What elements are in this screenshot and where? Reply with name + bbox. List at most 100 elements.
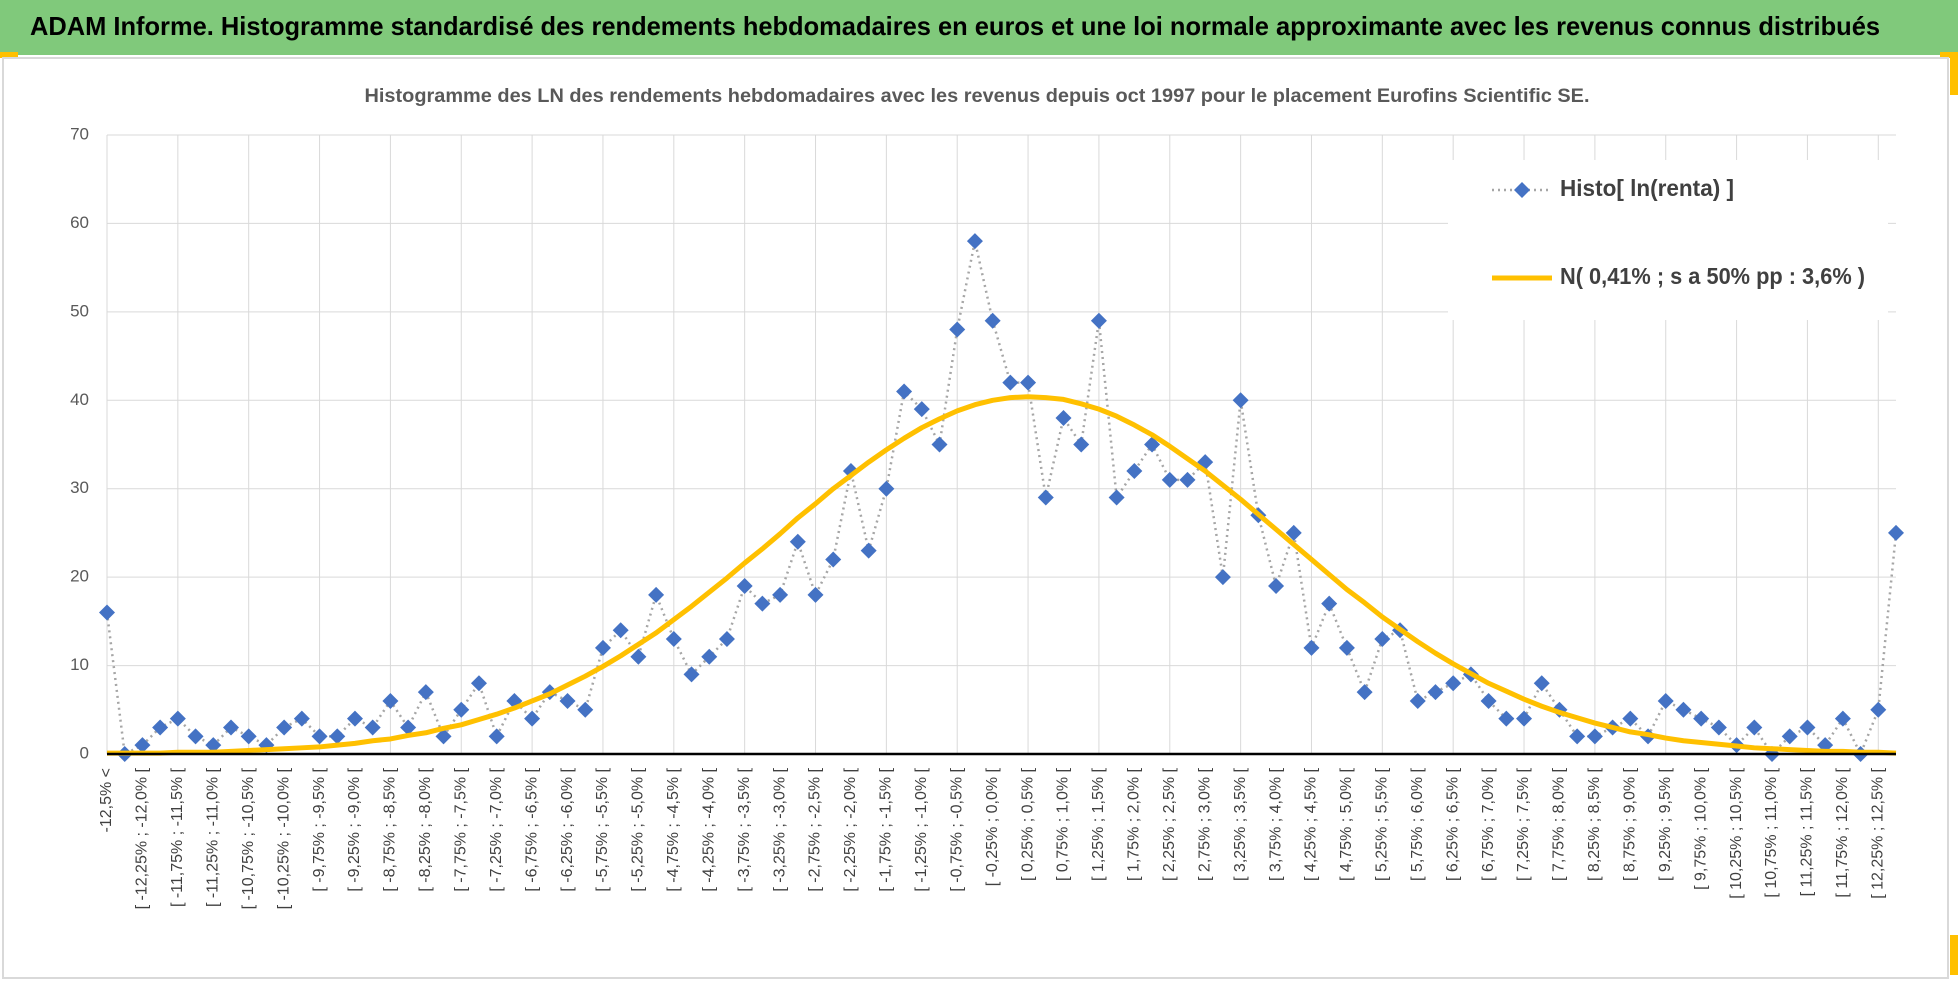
data-point [329, 728, 346, 745]
x-tick-label: [ 7,25% ; 7,5% [ [1515, 767, 1532, 881]
data-point [772, 586, 789, 603]
curve-line [107, 394, 1897, 756]
data-point [1214, 569, 1231, 586]
data-point [488, 728, 505, 745]
x-tick-label: [ -7,75% ; -7,5% [ [452, 767, 469, 891]
data-point [1338, 639, 1355, 656]
data-point [240, 728, 257, 745]
x-tick-label: [ -0,25% ; 0,0% [ [984, 767, 1001, 886]
x-tick-label: [ -9,25% ; -9,0% [ [346, 767, 363, 891]
x-tick-label: [ 3,75% ; 4,0% [ [1267, 767, 1284, 881]
data-point [1498, 710, 1515, 727]
data-point [1090, 312, 1107, 329]
y-tick-label: 70 [70, 124, 89, 143]
data-point [1675, 701, 1692, 718]
data-point [878, 480, 895, 497]
data-point [860, 542, 877, 559]
data-point [169, 710, 186, 727]
data-point [1108, 489, 1125, 506]
data-point [205, 737, 222, 754]
x-tick-label: [ -2,25% ; -2,0% [ [842, 767, 859, 891]
y-tick-label: 10 [70, 655, 89, 674]
x-tick-label: [ 9,75% ; 10,0% [ [1692, 767, 1709, 889]
data-point [1020, 374, 1037, 391]
x-tick-label: [ 3,25% ; 3,5% [ [1232, 767, 1249, 881]
data-point [453, 701, 470, 718]
data-point [1356, 684, 1373, 701]
data-point [559, 692, 576, 709]
data-point [825, 551, 842, 568]
header-title: ADAM Informe. Histogramme standardisé de… [30, 11, 1880, 41]
x-tick-label: [ -0,75% ; -0,5% [ [948, 767, 965, 891]
data-point [1799, 719, 1816, 736]
data-point [276, 719, 293, 736]
x-tick-label: [ -3,25% ; -3,0% [ [771, 767, 788, 891]
data-point [949, 321, 966, 338]
data-point [1409, 692, 1426, 709]
x-tick-label: [ -9,75% ; -9,5% [ [311, 767, 328, 891]
data-point [1834, 710, 1851, 727]
x-tick-label: [ -5,75% ; -5,5% [ [594, 767, 611, 891]
x-tick-label: [ -6,25% ; -6,0% [ [559, 767, 576, 891]
y-tick-label: 30 [70, 478, 89, 497]
x-tick-label: [ 4,25% ; 4,5% [ [1303, 767, 1320, 881]
x-tick-label: [ 10,75% ; 11,0% [ [1763, 767, 1780, 897]
data-point [630, 648, 647, 665]
data-point [134, 737, 151, 754]
data-point [612, 622, 629, 639]
x-tick-label: [ 9,25% ; 9,5% [ [1657, 767, 1674, 881]
x-tick-label: [ -3,75% ; -3,5% [ [736, 767, 753, 891]
data-point [293, 710, 310, 727]
data-point [966, 233, 983, 250]
corner-mark [0, 52, 18, 58]
data-point [718, 631, 735, 648]
data-point [913, 401, 930, 418]
data-point [683, 666, 700, 683]
corner-mark [1940, 52, 1958, 58]
x-tick-label: [ 4,75% ; 5,0% [ [1338, 767, 1355, 881]
data-point [789, 533, 806, 550]
data-point [470, 675, 487, 692]
x-tick-label: [ -4,25% ; -4,0% [ [700, 767, 717, 891]
data-point [1693, 710, 1710, 727]
x-tick-label: [ -2,75% ; -2,5% [ [807, 767, 824, 891]
x-tick-label: [ 6,25% ; 6,5% [ [1444, 767, 1461, 881]
data-point [701, 648, 718, 665]
x-tick-label: [ 10,25% ; 10,5% [ [1728, 767, 1745, 898]
data-point [1781, 728, 1798, 745]
data-point [1126, 463, 1143, 480]
x-tick-label: [ 2,25% ; 2,5% [ [1161, 767, 1178, 881]
data-point [152, 719, 169, 736]
x-tick-label: [ -4,75% ; -4,5% [ [665, 767, 682, 891]
data-point [1321, 595, 1338, 612]
x-tick-label: [ 8,75% ; 9,0% [ [1622, 767, 1639, 881]
data-point [1622, 710, 1639, 727]
x-tick-label: [ -10,75% ; -10,5% [ [240, 767, 257, 909]
x-tick-label: [ -1,75% ; -1,5% [ [878, 767, 895, 891]
data-point [1161, 471, 1178, 488]
data-point [736, 577, 753, 594]
data-point [1569, 728, 1586, 745]
data-point [896, 383, 913, 400]
x-tick-label: [ -11,75% ; -11,5% [ [169, 767, 186, 907]
data-point [400, 719, 417, 736]
data-point [187, 728, 204, 745]
data-point [1374, 631, 1391, 648]
data-point [311, 728, 328, 745]
data-point [1055, 409, 1072, 426]
data-point [1427, 684, 1444, 701]
data-point [222, 719, 239, 736]
data-point [1285, 524, 1302, 541]
data-point [1179, 471, 1196, 488]
data-point [665, 631, 682, 648]
data-point [1268, 577, 1285, 594]
data-point [984, 312, 1001, 329]
x-tick-label: -12,5% < [98, 768, 115, 832]
data-point [1870, 701, 1887, 718]
data-point [417, 684, 434, 701]
x-tick-label: [ -8,75% ; -8,5% [ [382, 767, 399, 891]
data-point [364, 719, 381, 736]
x-tick-label: [ -6,75% ; -6,5% [ [523, 767, 540, 891]
data-point [1037, 489, 1054, 506]
